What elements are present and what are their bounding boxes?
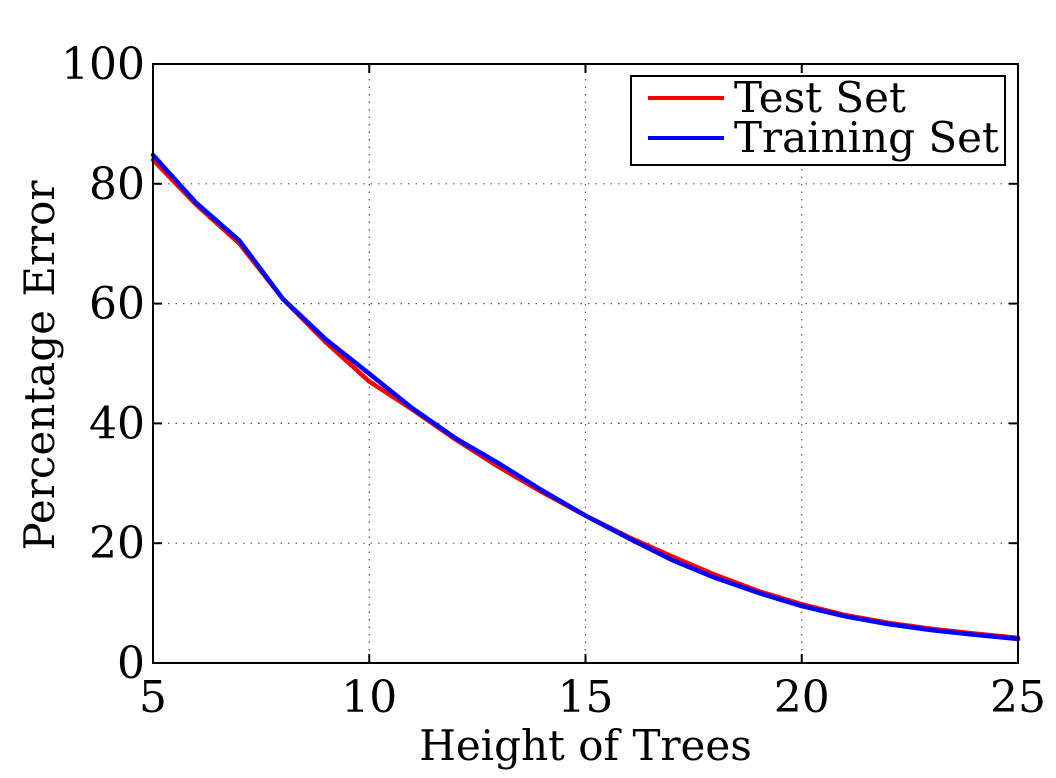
- y-axis-title: Percentage Error: [15, 180, 64, 551]
- x-axis-title: Height of Trees: [419, 721, 752, 770]
- axis-ticks: [152, 63, 1019, 664]
- series-line-test-set: [150, 157, 1021, 641]
- y-tick-label: 0: [117, 638, 145, 689]
- y-tick-label: 60: [89, 279, 145, 330]
- x-tick-label: 25: [990, 672, 1046, 723]
- y-tick-labels: 0 20 40 60 80 100: [61, 39, 145, 689]
- x-tick-label: 10: [341, 672, 397, 723]
- y-tick-label: 80: [89, 159, 145, 210]
- x-tick-label: 5: [139, 672, 167, 723]
- x-tick-label: 20: [774, 672, 830, 723]
- series-lines: [150, 152, 1021, 642]
- y-tick-label: 100: [61, 39, 145, 90]
- y-tick-label: 40: [89, 398, 145, 449]
- legend: Test Set Training Set: [630, 73, 1006, 166]
- legend-box: [630, 75, 1006, 166]
- legend-label-training-set: Training Set: [734, 113, 999, 162]
- y-tick-label: 20: [89, 518, 145, 569]
- series-line-training-set: [150, 152, 1021, 642]
- x-tick-labels: 5 10 15 20 25: [139, 672, 1046, 723]
- legend-label-test-set: Test Set: [734, 73, 906, 122]
- x-tick-label: 15: [558, 672, 614, 723]
- grid-lines: [153, 64, 1018, 663]
